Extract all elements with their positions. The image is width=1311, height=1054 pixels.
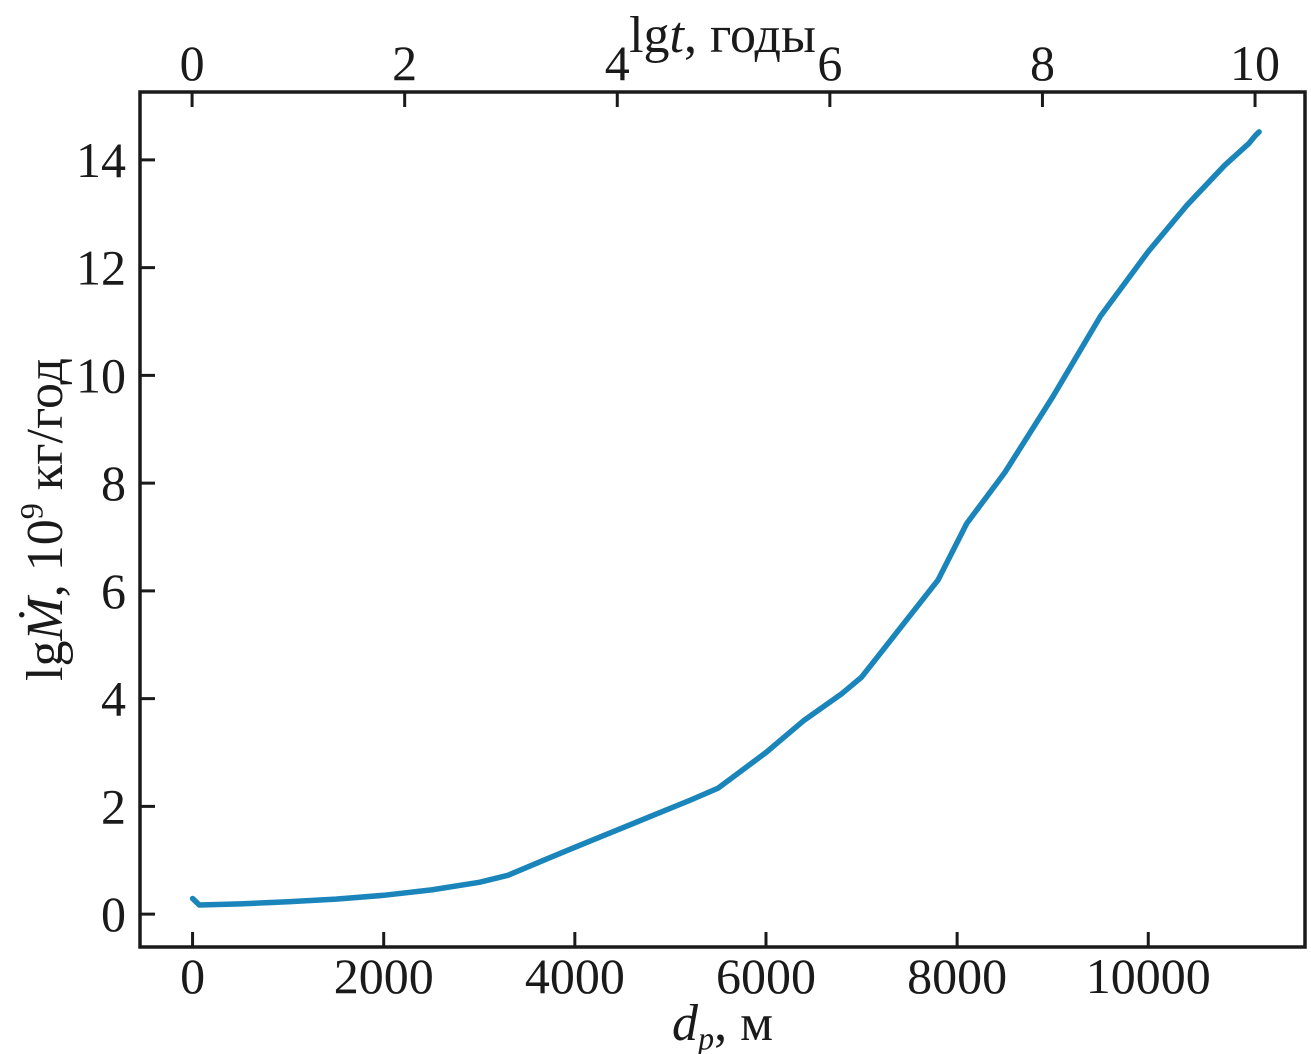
x-axis-tick-label: 10000: [1086, 948, 1211, 1004]
series-group: [189, 129, 1262, 908]
data-curve: [189, 129, 1262, 908]
y-axis-tick-label: 2: [101, 778, 126, 834]
top-axis: 0 2 4 6 8 10: [180, 35, 1280, 107]
top-axis-tick-label: 4: [605, 35, 630, 91]
top-axis-tick-label: 8: [1030, 35, 1055, 91]
x-axis-tick-label: 0: [180, 948, 205, 1004]
x-axis-tick-label: 2000: [334, 948, 434, 1004]
top-axis-tick-label: 2: [392, 35, 417, 91]
x-axis-title: dp, м: [672, 995, 773, 1054]
top-axis-tick-label: 6: [817, 35, 842, 91]
x-axis-tick-label: 4000: [525, 948, 625, 1004]
plot-box: [138, 90, 1307, 949]
y-axis-title: lgṀ, 109 кг/год: [13, 358, 74, 681]
y-axis-tick-label: 0: [101, 886, 126, 942]
bottom-axis: 0 2000 4000 6000 8000 10000: [180, 932, 1211, 1004]
x-axis-tick-label: 6000: [716, 948, 816, 1004]
y-axis-tick-label: 4: [101, 671, 126, 727]
y-axis-tick-label: 10: [76, 347, 126, 403]
y-axis-tick-label: 12: [76, 240, 126, 296]
y-axis-tick-label: 6: [101, 563, 126, 619]
top-axis-tick-label: 0: [180, 35, 205, 91]
left-axis: 0 2 4 6 8 10 12 14: [76, 132, 155, 942]
y-axis-tick-label: 14: [76, 132, 126, 188]
top-axis-tick-label: 10: [1230, 35, 1280, 91]
x-axis-tick-label: 8000: [907, 948, 1007, 1004]
y-axis-tick-label: 8: [101, 455, 126, 511]
top-axis-title: lgt, годы: [629, 7, 816, 64]
